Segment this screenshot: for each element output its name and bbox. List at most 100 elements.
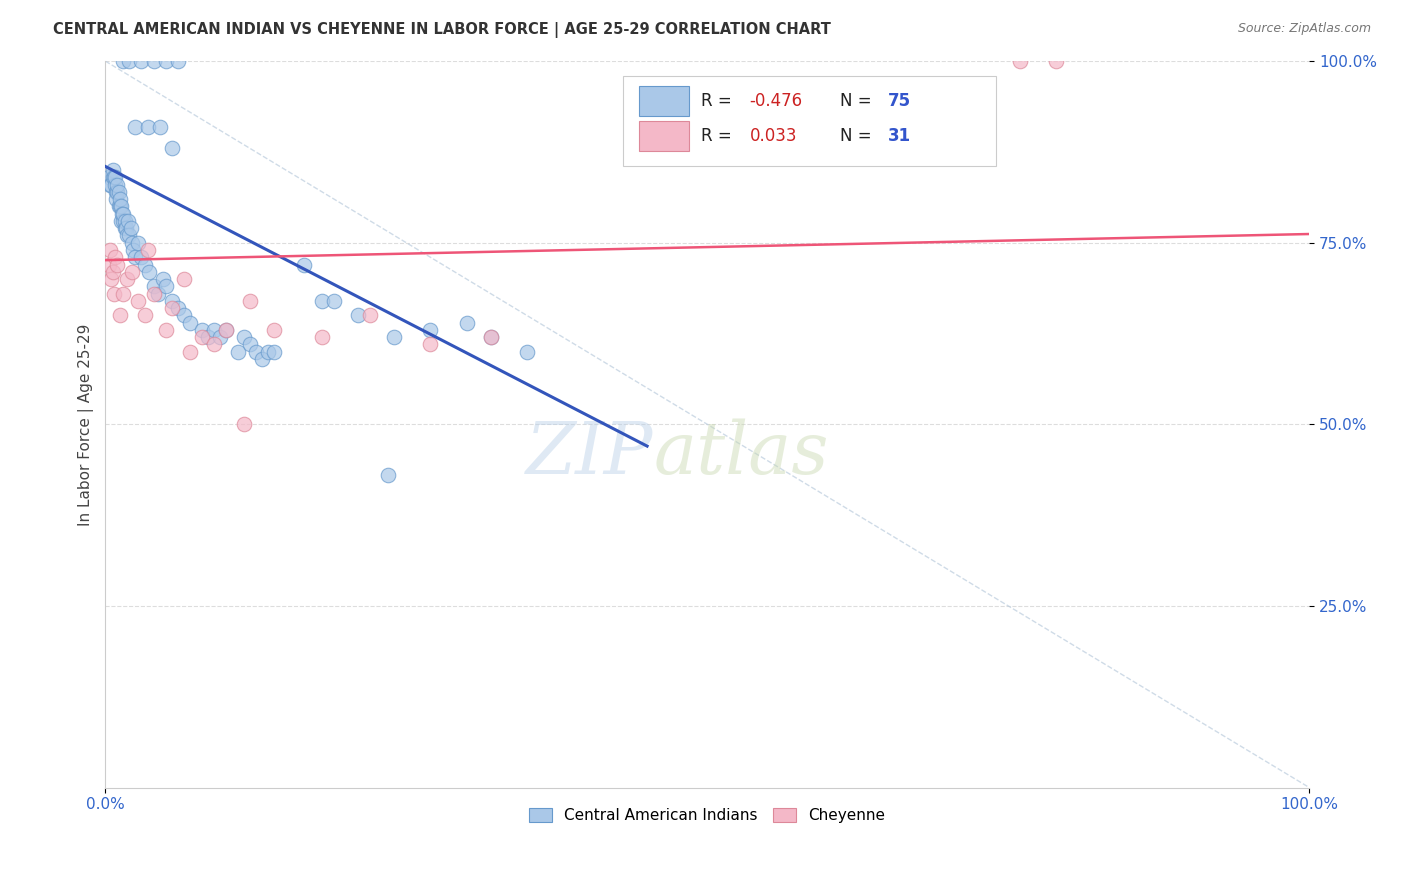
Text: Source: ZipAtlas.com: Source: ZipAtlas.com — [1237, 22, 1371, 36]
Point — [202, 323, 225, 337]
Point — [245, 344, 267, 359]
Point — [112, 54, 135, 69]
Point — [166, 301, 188, 315]
Point — [190, 323, 212, 337]
Point — [98, 170, 121, 185]
Point — [179, 316, 201, 330]
Text: 0.033: 0.033 — [749, 127, 797, 145]
Point — [215, 323, 238, 337]
Point — [232, 417, 254, 432]
Point — [263, 323, 285, 337]
Point — [479, 330, 502, 344]
Point — [104, 250, 127, 264]
Point — [160, 141, 183, 155]
Point — [382, 330, 405, 344]
Point — [142, 286, 165, 301]
Point — [148, 120, 170, 134]
Point — [107, 185, 129, 199]
Point — [292, 258, 315, 272]
Text: R =: R = — [702, 92, 737, 110]
Point — [110, 199, 132, 213]
Point — [419, 337, 441, 351]
Point — [100, 178, 122, 192]
Point — [160, 301, 183, 315]
Point — [148, 286, 170, 301]
Point — [173, 272, 195, 286]
Point — [479, 330, 502, 344]
Y-axis label: In Labor Force | Age 25-29: In Labor Force | Age 25-29 — [79, 323, 94, 525]
Point — [127, 293, 149, 308]
Point — [118, 54, 141, 69]
Point — [124, 120, 146, 134]
Point — [215, 323, 238, 337]
Point — [114, 214, 136, 228]
Point — [152, 272, 174, 286]
Point — [323, 293, 346, 308]
Point — [347, 309, 370, 323]
Point — [190, 330, 212, 344]
Point — [115, 272, 138, 286]
FancyBboxPatch shape — [638, 120, 689, 152]
Point — [257, 344, 280, 359]
Point — [114, 221, 136, 235]
Text: ZIP: ZIP — [526, 418, 654, 489]
Text: 31: 31 — [887, 127, 911, 145]
Point — [134, 258, 156, 272]
Point — [311, 293, 333, 308]
Text: N =: N = — [839, 127, 876, 145]
Point — [1045, 54, 1067, 69]
Point — [311, 330, 333, 344]
Point — [134, 309, 156, 323]
Point — [155, 54, 177, 69]
Point — [107, 185, 129, 199]
Point — [105, 185, 128, 199]
Point — [104, 170, 127, 185]
Point — [108, 192, 131, 206]
Point — [232, 330, 254, 344]
Point — [122, 243, 145, 257]
Text: atlas: atlas — [654, 418, 828, 489]
Point — [179, 344, 201, 359]
Text: -0.476: -0.476 — [749, 92, 803, 110]
Point — [173, 309, 195, 323]
Point — [160, 293, 183, 308]
Point — [516, 344, 538, 359]
Point — [226, 344, 249, 359]
Point — [104, 178, 127, 192]
Point — [142, 54, 165, 69]
Point — [131, 250, 153, 264]
Point — [359, 309, 381, 323]
Point — [456, 316, 478, 330]
Point — [107, 199, 129, 213]
Point — [101, 170, 124, 185]
Point — [111, 207, 134, 221]
Point — [112, 286, 135, 301]
Point — [1010, 54, 1032, 69]
Point — [120, 221, 142, 235]
Point — [98, 243, 121, 257]
Point — [121, 235, 143, 250]
FancyBboxPatch shape — [623, 76, 997, 167]
Point — [208, 330, 231, 344]
Point — [197, 330, 219, 344]
Point — [112, 207, 135, 221]
Point — [108, 199, 131, 213]
Text: CENTRAL AMERICAN INDIAN VS CHEYENNE IN LABOR FORCE | AGE 25-29 CORRELATION CHART: CENTRAL AMERICAN INDIAN VS CHEYENNE IN L… — [53, 22, 831, 38]
Text: 75: 75 — [887, 92, 911, 110]
Point — [155, 279, 177, 293]
Point — [103, 286, 125, 301]
Point — [136, 120, 159, 134]
Point — [101, 265, 124, 279]
Point — [124, 250, 146, 264]
Point — [112, 214, 135, 228]
Point — [166, 54, 188, 69]
Point — [118, 228, 141, 243]
Legend: Central American Indians, Cheyenne: Central American Indians, Cheyenne — [522, 800, 893, 830]
Point — [202, 337, 225, 351]
Point — [101, 163, 124, 178]
FancyBboxPatch shape — [638, 86, 689, 116]
Point — [107, 258, 129, 272]
Point — [117, 214, 139, 228]
Point — [263, 344, 285, 359]
Text: N =: N = — [839, 92, 876, 110]
